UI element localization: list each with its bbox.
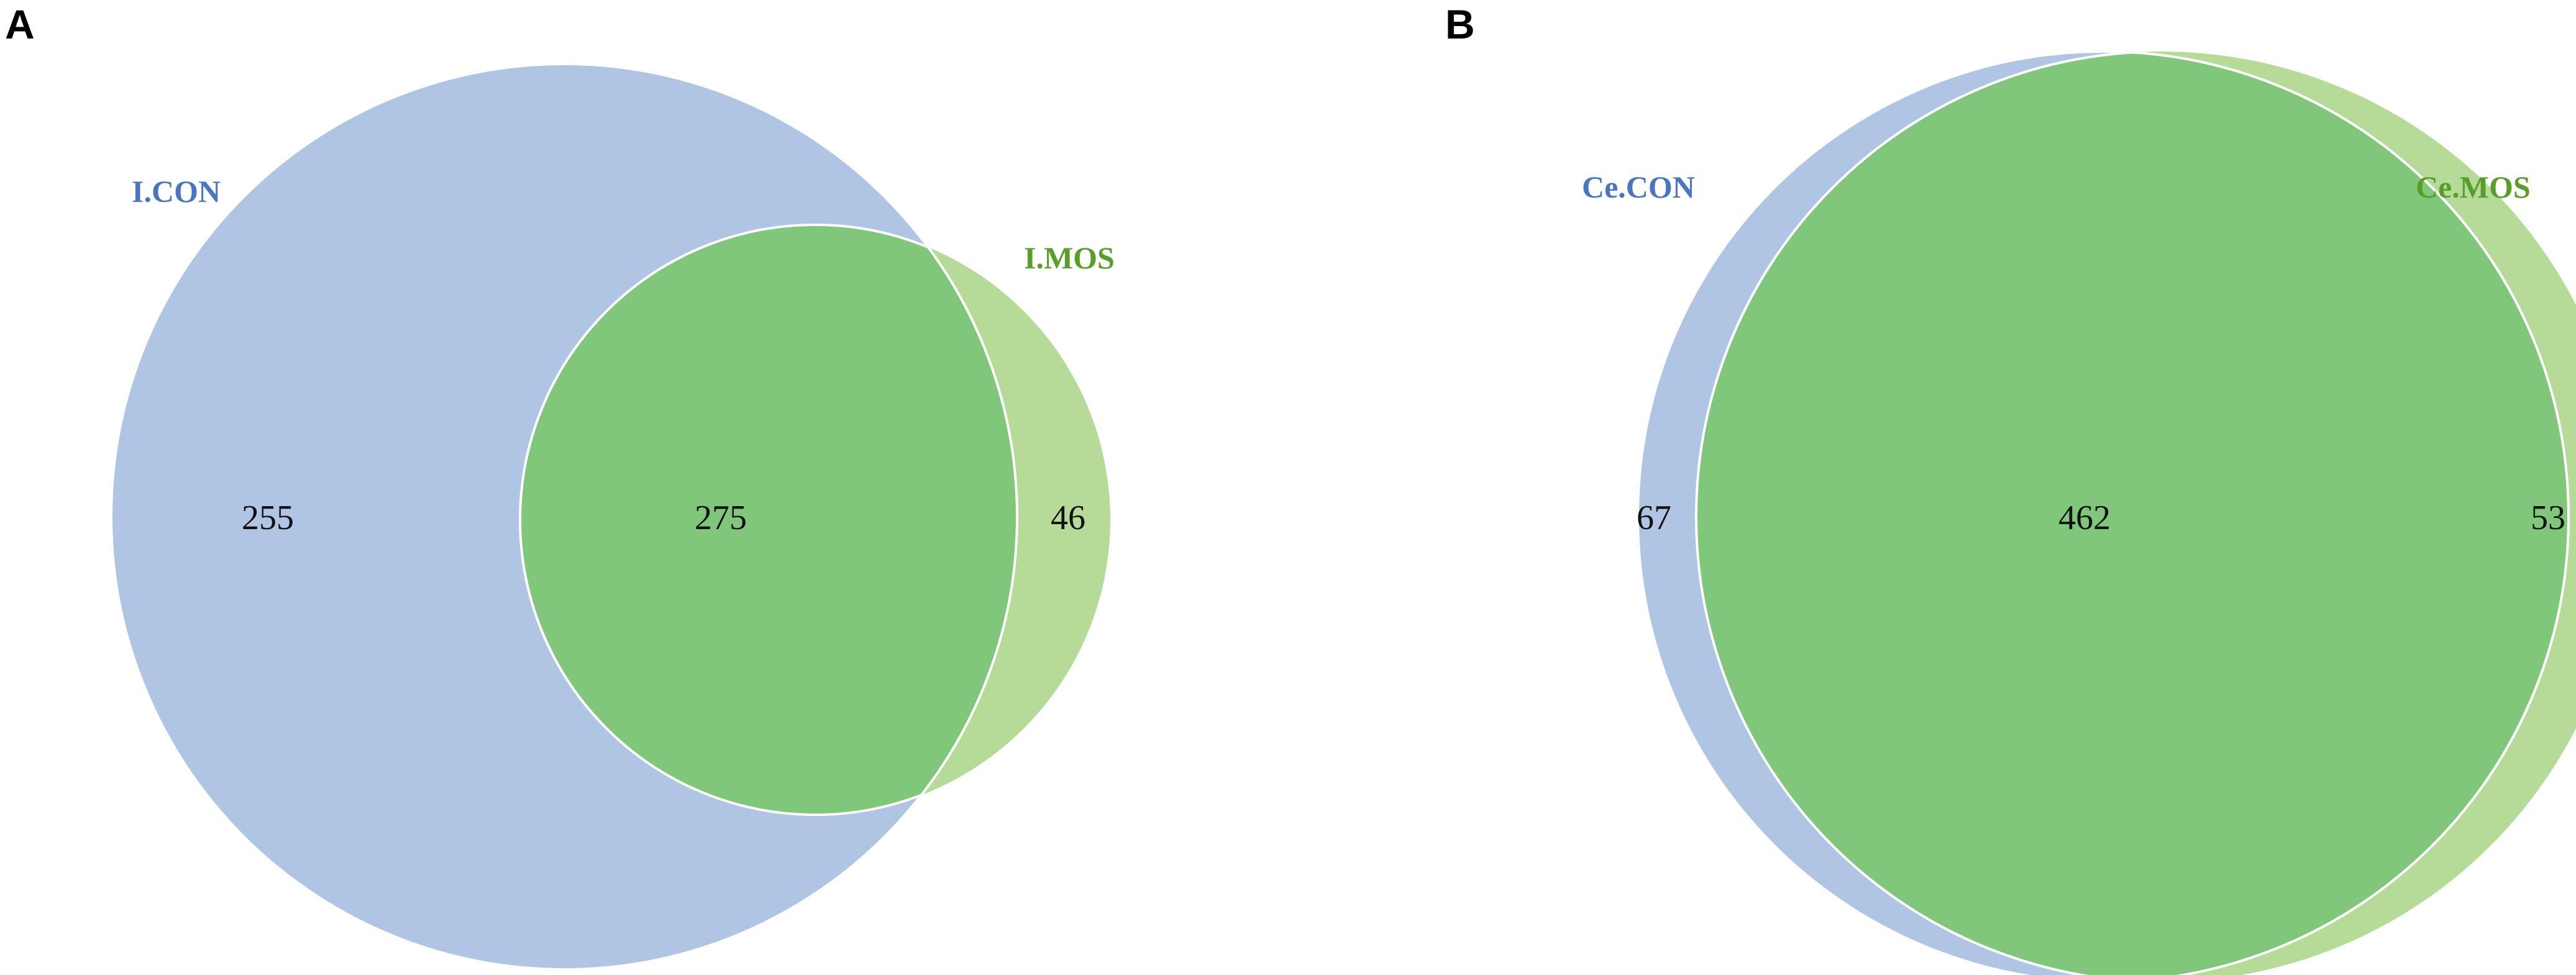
panel-letter-a: A [5, 1, 35, 47]
set-outline-i-con [110, 63, 1018, 971]
set-label-i-con: I.CON [132, 174, 221, 209]
venn-panel-b: B Ce.CON Ce.MOS 67 462 53 [1445, 1, 2576, 975]
overlap-region-a [520, 225, 1017, 815]
count-ce-mos-only: 53 [2531, 499, 2565, 537]
set-outline-ce-con [1637, 50, 2570, 975]
set-label-i-mos: I.MOS [1024, 240, 1115, 275]
set-label-ce-con: Ce.CON [1582, 170, 1695, 204]
venn-panel-a: A I.CON I.MOS 255 275 46 [5, 1, 1115, 971]
panel-letter-b: B [1445, 1, 1475, 47]
count-shared-a: 275 [695, 499, 747, 537]
count-i-con-only: 255 [242, 499, 294, 537]
overlap-outline-a [519, 224, 1017, 816]
count-ce-con-only: 67 [1637, 499, 1671, 537]
count-shared-b: 462 [2058, 499, 2111, 537]
overlap-outline-b [1695, 52, 2569, 975]
overlap-region-b [1696, 52, 2569, 975]
count-i-mos-only: 46 [1051, 499, 1085, 537]
set-label-ce-mos: Ce.MOS [2416, 170, 2531, 204]
